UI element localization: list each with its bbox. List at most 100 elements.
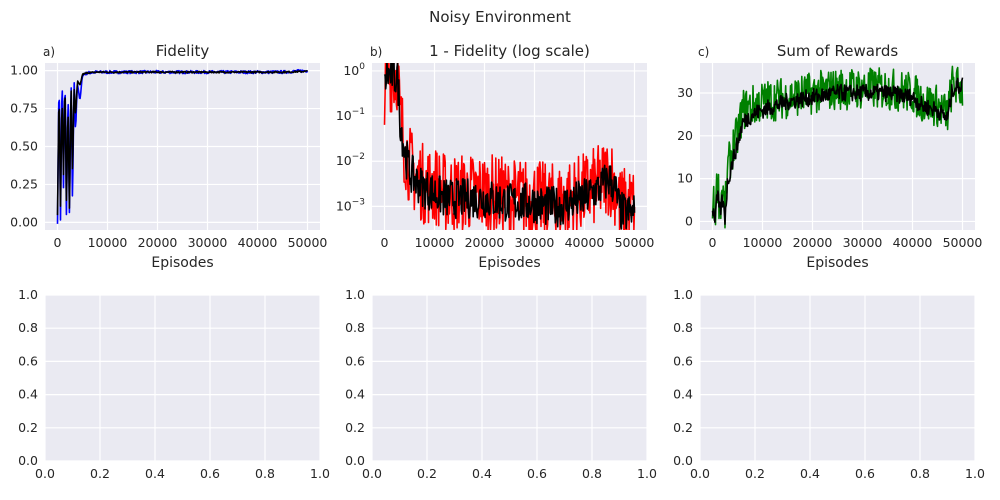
y-tick-label: 0.2: [345, 420, 365, 435]
x-tick-label: 0.2: [90, 466, 110, 481]
y-tick-label: 0.4: [673, 387, 693, 402]
series-line-smoothed: [383, 63, 636, 230]
panel-label: b): [370, 45, 382, 59]
x-tick-label: 0: [709, 235, 717, 250]
x-tick-label: 20000: [465, 235, 505, 250]
x-tick-label: 0: [54, 235, 62, 250]
plot-area: [372, 295, 647, 461]
x-tick-label: 0.4: [800, 466, 820, 481]
panel-title: 1 - Fidelity (log scale): [429, 42, 590, 60]
y-tick-label: 20: [677, 128, 693, 143]
x-tick-label: 0.0: [362, 466, 382, 481]
x-tick-label: 0.2: [417, 466, 437, 481]
y-tick-label: 0.2: [18, 420, 38, 435]
plot-area: [45, 295, 320, 461]
panel-label: c): [698, 45, 709, 59]
tick-base: 10: [336, 198, 352, 213]
series-line-raw: [383, 63, 636, 230]
y-tick-label: 0: [685, 213, 693, 228]
x-tick-label: 30000: [515, 235, 555, 250]
tick-exponent: −2: [352, 152, 365, 162]
x-tick-label: 0.8: [910, 466, 930, 481]
chart-panel-5: 0.0 0.2 0.4 0.6 0.8 1.0 0.0 0.2 0.4 0.6 0.8 1.0: [345, 287, 657, 481]
y-tick-label: 1.0: [18, 287, 38, 302]
y-tick-label: 1.00: [10, 63, 38, 78]
x-tick-label: 50000: [943, 235, 983, 250]
y-tick-label: 0.0: [345, 453, 365, 468]
y-tick-label: 0.4: [345, 387, 365, 402]
x-tick-label: 0.0: [35, 466, 55, 481]
tick-exponent: −1: [352, 107, 365, 117]
x-tick-label: 30000: [843, 235, 883, 250]
x-tick-label: 0: [381, 235, 389, 250]
series-group: [711, 65, 964, 229]
x-axis-label: Episodes: [151, 255, 213, 271]
x-tick-label: 20000: [793, 235, 833, 250]
series-group: [56, 68, 309, 224]
x-tick-label: 0.2: [745, 466, 765, 481]
panel-title: Fidelity: [156, 42, 210, 60]
x-tick-label: 1.0: [310, 466, 330, 481]
y-tick-label: 0.8: [18, 320, 38, 335]
plot-area: [700, 295, 975, 461]
y-tick-label: 1.0: [345, 287, 365, 302]
y-tick-label: 10−2: [336, 152, 365, 168]
x-tick-label: 10000: [88, 235, 128, 250]
x-tick-label: 1.0: [965, 466, 985, 481]
y-tick-label: 0.6: [345, 353, 365, 368]
y-tick-label: 0.00: [10, 214, 38, 229]
y-tick-label: 10−1: [336, 107, 365, 123]
x-tick-label: 10000: [743, 235, 783, 250]
x-tick-label: 40000: [893, 235, 933, 250]
chart-panel-2: 0 10000 20000 30000 40000 5000010−310−210−110…: [336, 42, 655, 271]
chart-panel-3: 0 10000 20000 30000 40000 50000 0 10 20 30 Sum of …: [677, 42, 982, 271]
chart-panel-4: 0.0 0.2 0.4 0.6 0.8 1.0 0.0 0.2 0.4 0.6 0.8 1.0: [18, 287, 330, 481]
panel-title: Sum of Rewards: [777, 42, 898, 60]
y-tick-label: 30: [677, 85, 693, 100]
x-tick-label: 0.6: [527, 466, 547, 481]
tick-base: 10: [336, 108, 352, 123]
chart-panel-6: 0.0 0.2 0.4 0.6 0.8 1.0 0.0 0.2 0.4 0.6 0.8 1.0: [673, 287, 985, 481]
x-tick-label: 20000: [138, 235, 178, 250]
tick-base: 10: [343, 63, 359, 78]
x-tick-label: 50000: [288, 235, 328, 250]
y-tick-label: 0.25: [10, 176, 38, 191]
x-tick-label: 40000: [565, 235, 605, 250]
x-tick-label: 1.0: [637, 466, 657, 481]
x-tick-label: 0.6: [200, 466, 220, 481]
x-tick-label: 0.4: [472, 466, 492, 481]
x-tick-label: 0.4: [145, 466, 165, 481]
x-tick-label: 0.0: [690, 466, 710, 481]
y-tick-label: 0.8: [345, 320, 365, 335]
y-tick-label: 10−3: [336, 197, 365, 213]
y-tick-label: 0.8: [673, 320, 693, 335]
x-tick-label: 40000: [238, 235, 278, 250]
x-tick-label: 30000: [188, 235, 228, 250]
y-tick-label: 0.50: [10, 139, 38, 154]
y-tick-label: 0.75: [10, 101, 38, 116]
x-tick-label: 50000: [615, 235, 655, 250]
y-tick-label: 0.2: [673, 420, 693, 435]
x-axis-label: Episodes: [806, 255, 868, 271]
tick-base: 10: [336, 153, 352, 168]
x-tick-label: 10000: [415, 235, 455, 250]
series-line-smoothed: [711, 77, 964, 225]
y-tick-label: 0.4: [18, 387, 38, 402]
y-tick-label: 1.0: [673, 287, 693, 302]
panel-label: a): [43, 45, 55, 59]
x-tick-label: 0.8: [255, 466, 275, 481]
chart-panel-1: 0 10000 20000 30000 40000 50000 0.00 0.25 0.50 0.…: [10, 42, 327, 271]
series-line-raw: [711, 65, 964, 229]
x-tick-label: 0.6: [855, 466, 875, 481]
tick-exponent: −3: [352, 197, 365, 207]
y-tick-label: 0.0: [673, 453, 693, 468]
tick-exponent: 0: [359, 62, 365, 72]
x-axis-label: Episodes: [478, 255, 540, 271]
y-tick-label: 10: [677, 171, 693, 186]
y-tick-label: 0.6: [673, 353, 693, 368]
figure-suptitle: Noisy Environment: [429, 8, 571, 26]
series-group: [383, 63, 636, 230]
y-tick-label: 0.6: [18, 353, 38, 368]
y-tick-label: 0.0: [18, 453, 38, 468]
